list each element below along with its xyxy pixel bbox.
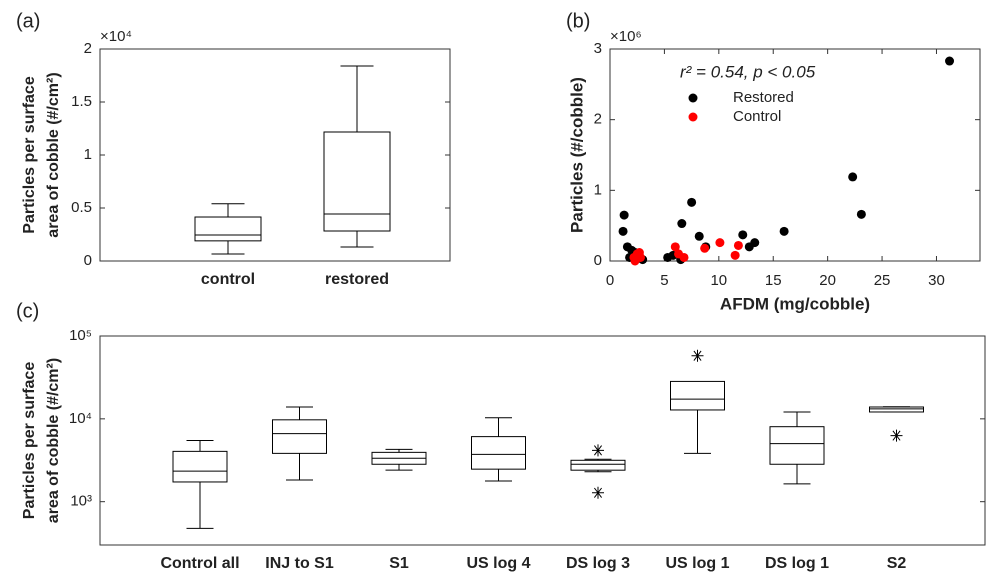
box (194, 216, 262, 242)
x-tick-label: Control all (160, 555, 239, 572)
x-tick-label: 25 (874, 272, 891, 289)
annotation: r² = 0.54, p < 0.05 (680, 62, 816, 81)
x-tick-label: 10 (710, 272, 727, 289)
point (630, 256, 640, 266)
legend-marker (688, 112, 698, 122)
point (733, 240, 743, 250)
y-axis-label: Particles per surface (21, 76, 38, 234)
outlier (592, 486, 604, 499)
box (670, 380, 725, 411)
point (779, 226, 789, 236)
x-tick-label: US log 4 (466, 555, 530, 572)
box (869, 406, 924, 413)
box (323, 131, 391, 232)
axes-box (99, 335, 986, 546)
point (634, 248, 644, 258)
x-tick-label: control (201, 271, 255, 288)
box (471, 436, 526, 470)
legend-label: Restored (733, 89, 794, 106)
y-tick-label: 1 (84, 146, 92, 163)
x-tick-label: 15 (765, 272, 782, 289)
x-tick-label: INJ to S1 (265, 555, 334, 572)
point (715, 238, 725, 248)
panel-label: (a) (16, 10, 40, 32)
y-tick-label: 2 (84, 40, 92, 57)
x-tick-label: 5 (660, 272, 668, 289)
legend-label: Control (733, 108, 781, 125)
box (769, 426, 825, 465)
box (570, 459, 626, 471)
y-tick-label: 10⁵ (69, 327, 92, 344)
y-tick-label: 10⁴ (69, 410, 92, 427)
y-tick-label: 3 (594, 40, 602, 57)
point (618, 226, 628, 236)
outlier (691, 349, 704, 362)
y-tick-label: 10³ (70, 493, 92, 510)
legend-marker (688, 93, 698, 103)
point (670, 242, 680, 252)
x-tick-label: 0 (606, 272, 614, 289)
box (172, 450, 228, 483)
y-tick-label: 1 (594, 181, 602, 198)
box (272, 419, 327, 454)
x-tick-label: DS log 1 (765, 555, 829, 572)
point (730, 250, 740, 260)
x-tick-label: 20 (819, 272, 836, 289)
point (848, 172, 858, 182)
point (700, 243, 710, 253)
y-exponent: ×10⁴ (100, 28, 132, 45)
point (856, 209, 866, 219)
y-tick-label: 1.5 (71, 93, 92, 110)
axes-box (609, 48, 981, 262)
point (738, 230, 748, 240)
x-tick-label: restored (325, 271, 389, 288)
x-axis-label: AFDM (mg/cobble) (720, 294, 870, 313)
x-tick-label: US log 1 (665, 555, 729, 572)
panel-label: (c) (16, 300, 39, 322)
point (619, 210, 629, 220)
point (945, 56, 955, 66)
point (694, 231, 704, 241)
y-tick-label: 0 (594, 252, 602, 269)
point (687, 197, 697, 207)
x-tick-label: S1 (389, 555, 409, 572)
panel-label: (b) (566, 10, 590, 32)
y-exponent: ×10⁶ (610, 28, 642, 45)
point (750, 238, 760, 248)
point (677, 219, 687, 229)
outlier (592, 444, 604, 457)
y-tick-label: 0.5 (71, 199, 92, 216)
x-tick-label: S2 (887, 555, 907, 572)
y-axis-label: area of cobble (#/cm²) (45, 72, 62, 237)
y-axis-label: area of cobble (#/cm²) (45, 358, 62, 523)
y-tick-label: 2 (594, 111, 602, 128)
y-tick-label: 0 (84, 252, 92, 269)
x-tick-label: DS log 3 (566, 555, 630, 572)
y-axis-label: Particles per surface (21, 362, 38, 520)
x-tick-label: 30 (928, 272, 945, 289)
y-axis-label: Particles (#/cobble) (567, 77, 586, 233)
outlier (890, 429, 903, 442)
axes-box (99, 48, 451, 262)
point (679, 252, 689, 262)
